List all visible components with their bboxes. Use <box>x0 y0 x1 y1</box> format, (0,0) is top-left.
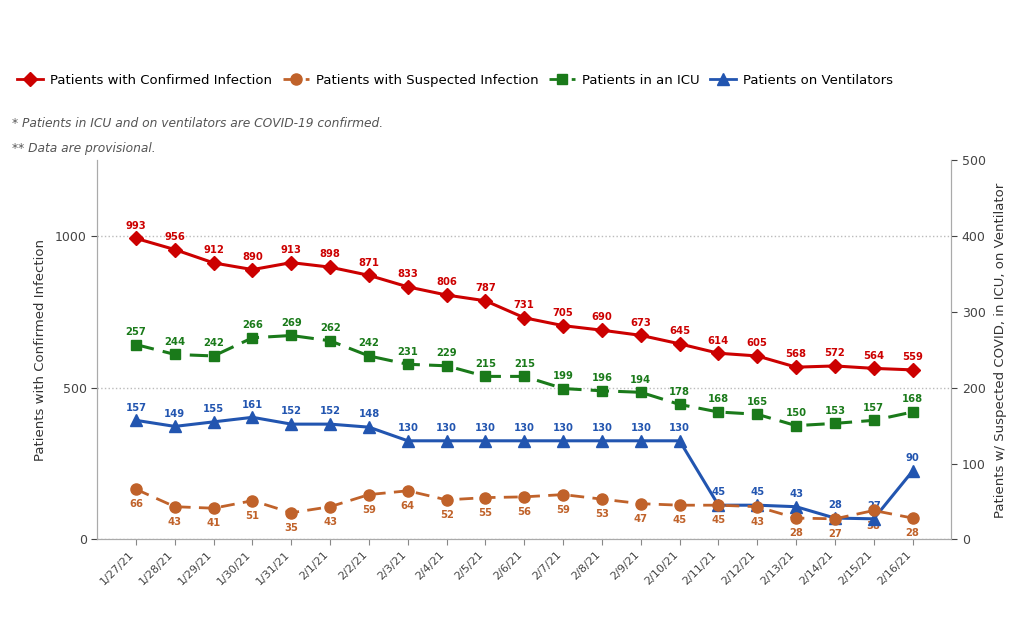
Text: 564: 564 <box>863 351 884 361</box>
Text: 43: 43 <box>323 517 338 526</box>
Legend: Patients with Confirmed Infection, Patients with Suspected Infection, Patients i: Patients with Confirmed Infection, Patie… <box>11 69 898 92</box>
Text: 168: 168 <box>902 394 923 404</box>
Text: 27: 27 <box>866 501 881 511</box>
Text: 152: 152 <box>319 406 341 417</box>
Text: * Patients in ICU and on ventilators are COVID-19 confirmed.: * Patients in ICU and on ventilators are… <box>12 116 384 130</box>
Text: 27: 27 <box>828 529 842 539</box>
Text: 45: 45 <box>711 516 725 525</box>
Text: 645: 645 <box>669 326 691 336</box>
Text: 130: 130 <box>669 423 691 433</box>
Text: 45: 45 <box>750 487 764 498</box>
Text: 690: 690 <box>591 313 613 322</box>
Text: 194: 194 <box>630 374 652 385</box>
Text: 262: 262 <box>320 323 341 333</box>
Text: 43: 43 <box>750 517 764 526</box>
Text: 257: 257 <box>126 327 146 337</box>
Text: 35: 35 <box>284 523 299 533</box>
Text: 90: 90 <box>905 453 920 464</box>
Text: 152: 152 <box>281 406 302 417</box>
Text: 266: 266 <box>242 320 263 330</box>
Text: 161: 161 <box>241 399 263 410</box>
Text: 155: 155 <box>204 404 224 414</box>
Text: 38: 38 <box>866 521 881 530</box>
Text: 165: 165 <box>747 397 768 406</box>
Text: 130: 130 <box>552 423 574 433</box>
Text: 64: 64 <box>401 501 415 511</box>
Text: 242: 242 <box>204 338 224 348</box>
Text: 130: 130 <box>397 423 418 433</box>
Text: 614: 614 <box>708 336 729 345</box>
Text: 229: 229 <box>437 348 457 358</box>
Text: 787: 787 <box>475 283 496 293</box>
Text: 196: 196 <box>591 373 613 383</box>
Text: 59: 59 <box>557 505 570 515</box>
Text: 130: 130 <box>591 423 613 433</box>
Text: 705: 705 <box>552 308 574 318</box>
Text: 66: 66 <box>129 499 143 509</box>
Text: 43: 43 <box>789 489 803 499</box>
Text: 215: 215 <box>514 359 535 369</box>
Text: 153: 153 <box>825 406 845 415</box>
Text: 130: 130 <box>514 423 535 433</box>
Text: 130: 130 <box>436 423 457 433</box>
Text: 178: 178 <box>669 386 691 397</box>
Text: 43: 43 <box>168 517 182 526</box>
Y-axis label: Patients with Confirmed Infection: Patients with Confirmed Infection <box>34 239 47 461</box>
Y-axis label: Patients w/ Suspected COVID, in ICU, on Ventilator: Patients w/ Suspected COVID, in ICU, on … <box>994 182 1007 517</box>
Text: 806: 806 <box>436 277 457 288</box>
Text: 41: 41 <box>207 518 221 528</box>
Text: 45: 45 <box>711 487 725 498</box>
Text: 59: 59 <box>362 505 375 515</box>
Text: 568: 568 <box>786 349 806 360</box>
Text: 559: 559 <box>902 352 923 362</box>
Text: 168: 168 <box>708 394 729 404</box>
Text: 157: 157 <box>126 403 146 413</box>
Text: 157: 157 <box>863 403 884 413</box>
Text: 890: 890 <box>242 252 263 262</box>
Text: 673: 673 <box>630 318 652 327</box>
Text: 605: 605 <box>747 338 767 348</box>
Text: 871: 871 <box>358 257 380 268</box>
Text: 731: 731 <box>514 300 535 310</box>
Text: 956: 956 <box>165 232 185 242</box>
Text: 148: 148 <box>358 410 380 419</box>
Text: 231: 231 <box>397 347 418 356</box>
Text: 913: 913 <box>281 245 302 255</box>
Text: 53: 53 <box>595 509 609 519</box>
Text: 130: 130 <box>630 423 652 433</box>
Text: 269: 269 <box>281 318 302 328</box>
Text: 55: 55 <box>479 508 492 517</box>
Text: 912: 912 <box>204 245 224 256</box>
Text: 28: 28 <box>828 500 842 510</box>
Text: 993: 993 <box>126 221 146 230</box>
Text: 244: 244 <box>165 336 185 347</box>
Text: COVID-19 Hospitalizations Reported by MS Hospitals, 1/27/21-2/16/21 *,**: COVID-19 Hospitalizations Reported by MS… <box>10 22 789 40</box>
Text: 28: 28 <box>905 528 920 538</box>
Text: 130: 130 <box>475 423 496 433</box>
Text: 242: 242 <box>358 338 380 348</box>
Text: 56: 56 <box>518 507 531 517</box>
Text: 52: 52 <box>440 510 453 520</box>
Text: 51: 51 <box>246 510 260 521</box>
Text: 215: 215 <box>475 359 496 369</box>
Text: 199: 199 <box>552 371 574 381</box>
Text: 833: 833 <box>397 269 418 279</box>
Text: 47: 47 <box>634 514 648 524</box>
Text: ** Data are provisional.: ** Data are provisional. <box>12 142 155 155</box>
Text: 149: 149 <box>165 409 185 419</box>
Text: 572: 572 <box>825 348 845 358</box>
Text: 898: 898 <box>320 250 341 259</box>
Text: 28: 28 <box>789 528 803 538</box>
Text: 150: 150 <box>786 408 806 418</box>
Text: 45: 45 <box>672 516 686 525</box>
